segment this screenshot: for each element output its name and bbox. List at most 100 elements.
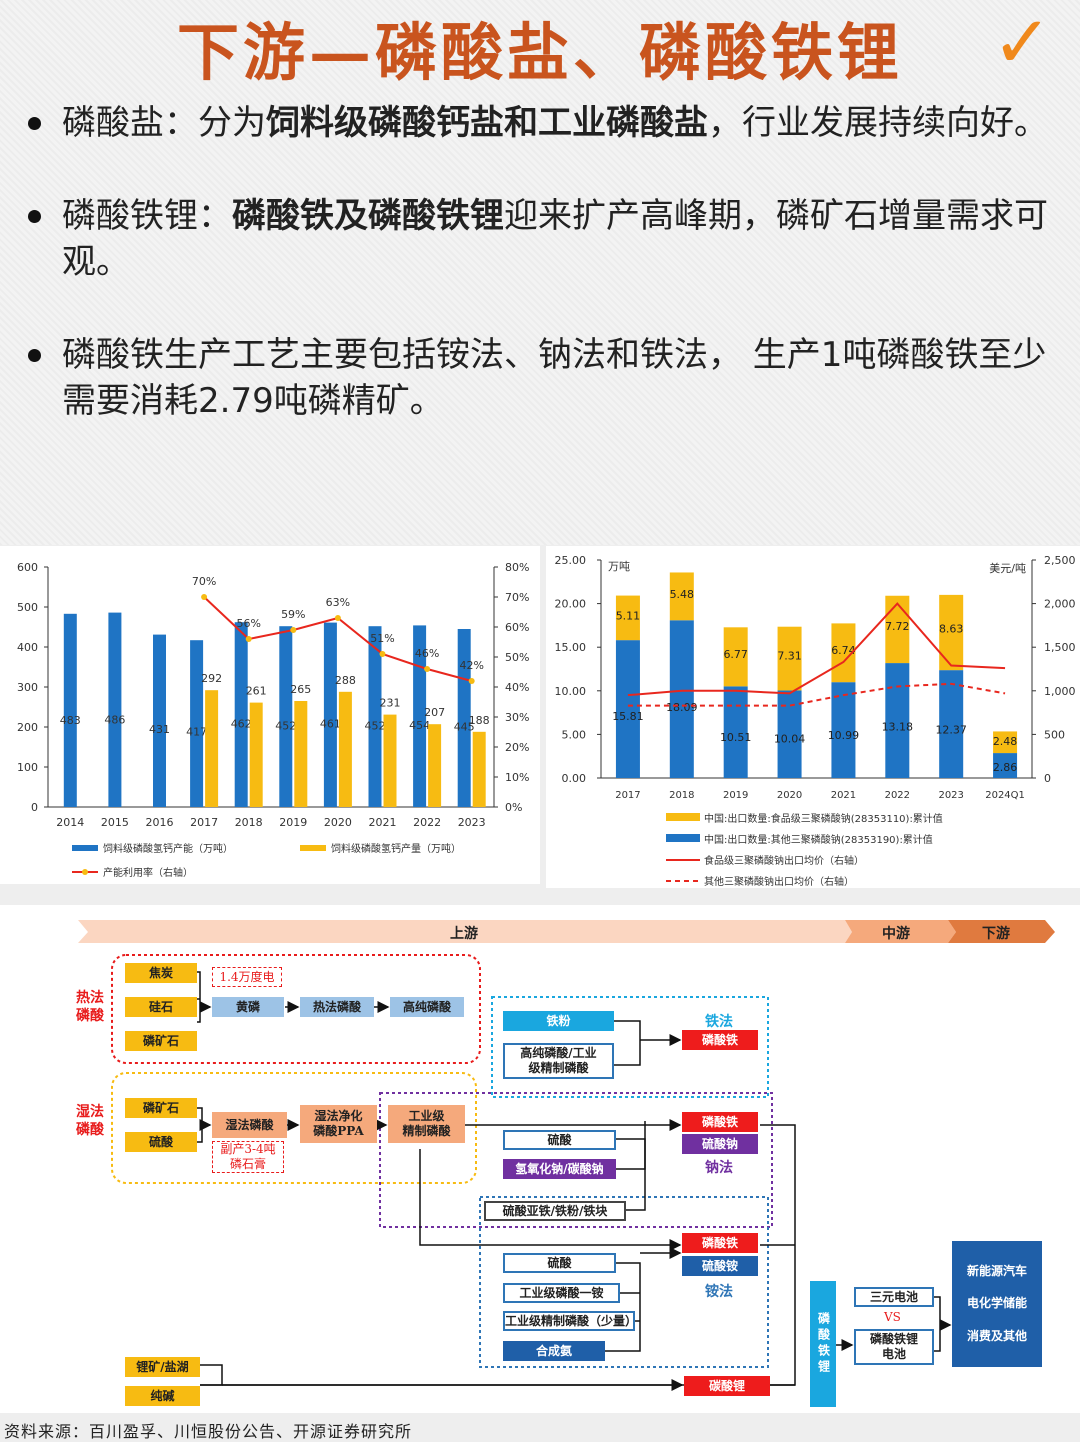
- application-ev: 新能源汽车: [966, 1263, 1027, 1278]
- capacity-bar: [368, 626, 382, 807]
- production-bar: [249, 702, 263, 807]
- x-tick-label: 2021: [831, 790, 856, 801]
- other-stpp-data-label: 10.04: [774, 733, 806, 746]
- feed-phosphate-chart: 0 100 200 300 400 500 600 0% 10% 20% 30% 40% 50% 60% 7…: [0, 546, 540, 884]
- page-title: 下游—磷酸盐、磷酸铁锂: [176, 16, 903, 89]
- bullet-text: ，行业发展持续向好。: [708, 103, 1048, 143]
- legend-production-swatch: [300, 845, 326, 851]
- utilization-point: [245, 636, 252, 642]
- bullet-phosphate: 磷酸盐：分为饲料级磷酸钙盐和工业磷酸盐，行业发展持续向好。: [28, 100, 1068, 146]
- stage-upstream-label: 上游: [450, 926, 478, 942]
- sulfuric-acid-sodium-method: 硫酸: [503, 1130, 616, 1150]
- y-tick-label: 400: [17, 641, 38, 654]
- power-note: 1.4万度电: [212, 967, 282, 987]
- y-tick-label: 15.00: [555, 641, 587, 654]
- y-tick-label: 10.00: [555, 685, 587, 698]
- thermal-phosphoric-label: 热法 磷酸: [76, 990, 104, 1024]
- iron-phosphate-ammonium-method: 磷酸铁: [682, 1233, 758, 1253]
- utilization-point: [468, 678, 475, 684]
- input-phosphate-rock: 磷矿石: [125, 1031, 197, 1051]
- utilization-data-label: 46%: [415, 647, 439, 660]
- legend-label: 中国:出口数量:食品级三聚磷酸钠(28353110):累计值: [704, 812, 943, 825]
- legend-capacity-label: 饲料级磷酸氢钙产能（万吨）: [103, 842, 233, 855]
- production-data-label: 188: [469, 714, 490, 727]
- source-note: 资料来源：百川盈孚、川恒股份公告、开源证券研究所: [4, 1422, 413, 1441]
- other-stpp-bar: [939, 670, 964, 778]
- thermal-phosphoric-acid: 热法磷酸: [300, 997, 374, 1017]
- other-stpp-price-line: [627, 682, 1006, 707]
- y2-tick-label: 500: [1044, 728, 1065, 741]
- x-tick-label: 2020: [777, 790, 802, 801]
- capacity-data-label: 452: [365, 719, 386, 732]
- production-bar: [338, 691, 352, 807]
- food-stpp-bar: [723, 627, 748, 687]
- other-stpp-bar: [723, 686, 748, 778]
- other-stpp-bar: [885, 663, 910, 778]
- bullet-text: 磷酸铁锂：: [62, 196, 232, 236]
- x-tick-label: 2016: [146, 816, 174, 829]
- bullet-dot-icon: [28, 210, 41, 223]
- capacity-data-label: 462: [231, 718, 252, 731]
- utilization-data-label: 70%: [192, 575, 216, 588]
- bullet-bold-text: 饲料级磷酸钙盐和工业磷酸盐: [266, 103, 708, 143]
- y2-tick-label: 20%: [505, 741, 529, 754]
- other-stpp-bar: [615, 640, 640, 778]
- bullet-text: 磷酸铁生产工艺主要包括铵法、钠法和铁法， 生产1吨磷酸铁至少需要消耗2.79吨磷…: [62, 335, 1047, 421]
- y2-tick-label: 2,000: [1044, 598, 1076, 611]
- utilization-data-label: 59%: [281, 608, 305, 621]
- food-stpp-data-label: 7.31: [777, 649, 802, 662]
- stpp-export-chart-svg: 0.00 5.00 10.00 15.00 20.00 25.00 0 500 1,000 1,5…: [555, 554, 1076, 888]
- y2-unit-label: 美元/吨: [989, 562, 1026, 575]
- utilization-point: [379, 651, 386, 657]
- iron-phosphate-iron-method: 磷酸铁: [682, 1030, 758, 1050]
- industrial-purified-acid: 工业级 精制磷酸: [388, 1105, 465, 1143]
- ternary-battery: 三元电池: [854, 1287, 934, 1307]
- y2-tick-label: 1,000: [1044, 685, 1076, 698]
- other-stpp-bar: [993, 753, 1018, 778]
- iron-powder: 铁粉: [503, 1011, 614, 1031]
- purified-acid-small: 工业级精制磷酸（少量）: [503, 1311, 637, 1331]
- y2-tick-label: 30%: [505, 711, 529, 724]
- other-stpp-bar: [669, 620, 694, 778]
- soda-ash: 纯碱: [125, 1386, 200, 1406]
- legend-capacity-swatch: [72, 845, 98, 851]
- x-tick-label: 2014: [56, 816, 84, 829]
- utilization-data-label: 56%: [236, 617, 260, 630]
- x-tick-label: 2019: [723, 790, 748, 801]
- other-stpp-data-label: 15.81: [612, 710, 644, 723]
- production-data-label: 207: [424, 706, 445, 719]
- x-tick-label: 2023: [938, 790, 963, 801]
- y2-tick-label: 0: [1044, 772, 1051, 785]
- application-storage: 电化学储能: [966, 1296, 1027, 1311]
- y-tick-label: 25.00: [555, 554, 587, 567]
- stage-midstream-label: 中游: [882, 926, 910, 942]
- y2-tick-label: 0%: [505, 801, 522, 814]
- capacity-bar: [153, 634, 166, 807]
- production-bar: [428, 724, 442, 807]
- food-stpp-bar: [885, 595, 910, 664]
- y2-tick-label: 40%: [505, 681, 529, 694]
- x-tick-label: 2017: [190, 816, 218, 829]
- other-stpp-data-label: 13.18: [882, 720, 914, 733]
- capacity-bar: [63, 613, 77, 807]
- bullet-lfp: 磷酸铁锂：磷酸铁及磷酸铁锂迎来扩产高峰期，磷矿石增量需求可观。: [28, 193, 1068, 285]
- x-tick-label: 2020: [324, 816, 352, 829]
- bullet-dot-icon: [28, 117, 41, 130]
- x-tick-label: 2019: [279, 816, 307, 829]
- y-tick-label: 200: [17, 721, 38, 734]
- production-bar: [294, 701, 308, 807]
- monoammonium-phosphate: 工业级磷酸一铵: [503, 1283, 620, 1303]
- capacity-data-label: 445: [454, 720, 475, 733]
- bullet-bold-text: 磷酸铁及磷酸铁锂: [232, 196, 504, 236]
- other-stpp-data-label: 12.37: [935, 723, 967, 736]
- capacity-data-label: 461: [320, 718, 341, 731]
- iron-method-label: 铁法: [705, 1014, 733, 1030]
- production-data-label: 231: [380, 697, 401, 710]
- vs-label: VS: [884, 1310, 901, 1324]
- lfp-process-flow: 上游 中游 下游 热法 磷酸 湿法 磷酸 焦炭 硅石 磷矿石 1.4万度电 黄磷…: [0, 905, 1080, 1413]
- legend-label: 中国:出口数量:其他三聚磷酸钠(28353190):累计值: [704, 833, 933, 846]
- utilization-point: [424, 666, 431, 672]
- synthetic-ammonia: 合成氨: [503, 1341, 605, 1361]
- other-stpp-data-label: 2.86: [993, 761, 1018, 774]
- utilization-point: [290, 627, 297, 633]
